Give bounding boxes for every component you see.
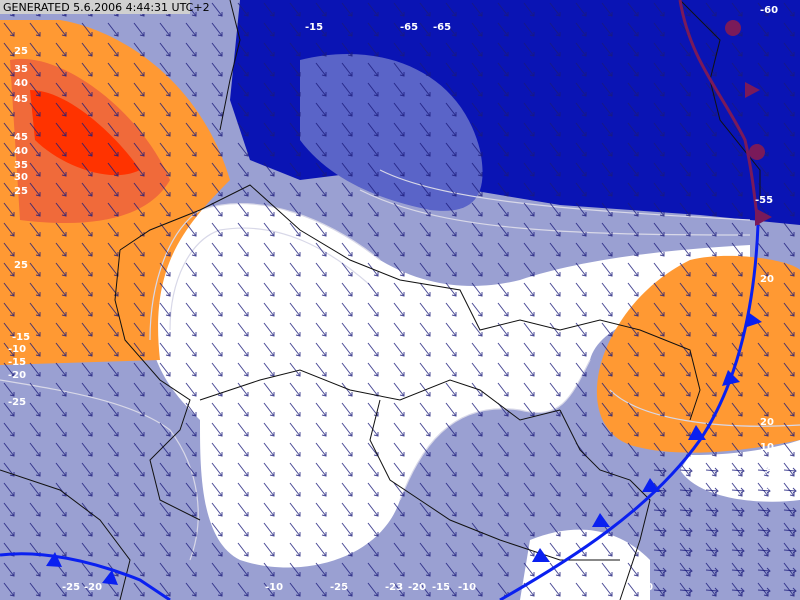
contour-label: -10 xyxy=(8,344,26,355)
contour-label: -10 xyxy=(458,582,476,593)
contour-label: -25 xyxy=(62,582,80,593)
occluded-front xyxy=(678,0,760,226)
contour-label: 45 xyxy=(14,132,28,143)
contour-label: -20 xyxy=(408,582,426,593)
contour-label: 20 xyxy=(760,417,774,428)
wind-arrows-east xyxy=(650,460,800,600)
contour-label: 25 xyxy=(14,186,28,197)
contour-label: 30 xyxy=(14,172,28,183)
contour-label: 45 xyxy=(14,94,28,105)
contour-label: 25 xyxy=(14,46,28,57)
contour-label: 40 xyxy=(14,146,28,157)
contour-label: -23 xyxy=(385,582,403,593)
contour-label: -15 xyxy=(8,357,26,368)
contour-label: -25 xyxy=(8,397,26,408)
contour-label: -15 xyxy=(12,332,30,343)
header-bg xyxy=(0,0,190,14)
contour-label: 15 xyxy=(762,482,776,493)
contour-label: -55 xyxy=(755,195,773,206)
contour-label: -15 xyxy=(305,22,323,33)
contour-label: -65 xyxy=(400,22,418,33)
contour-label: 20 xyxy=(760,274,774,285)
contour-label: -15 xyxy=(432,582,450,593)
contour-label: 35 xyxy=(14,160,28,171)
cold-front-sw xyxy=(0,552,171,600)
contour-label: -20 xyxy=(8,370,26,381)
contour-label: -10 xyxy=(635,582,653,593)
contour-label: -60 xyxy=(760,5,778,16)
generated-stamp: GENERATED 5.6.2006 4:44:31 UTC+2 xyxy=(3,1,210,14)
contour-label: 25 xyxy=(14,260,28,271)
contour-label: -20 xyxy=(84,582,102,593)
contour-label: -65 xyxy=(433,22,451,33)
contour-label: 40 xyxy=(14,78,28,89)
contour-label: 10 xyxy=(760,442,774,453)
contour-label: -10 xyxy=(265,582,283,593)
contour-label: -5 xyxy=(762,467,773,478)
contour-label: 35 xyxy=(14,64,28,75)
fronts xyxy=(0,0,772,600)
contour-label: -25 xyxy=(330,582,348,593)
cold-front xyxy=(499,224,760,600)
